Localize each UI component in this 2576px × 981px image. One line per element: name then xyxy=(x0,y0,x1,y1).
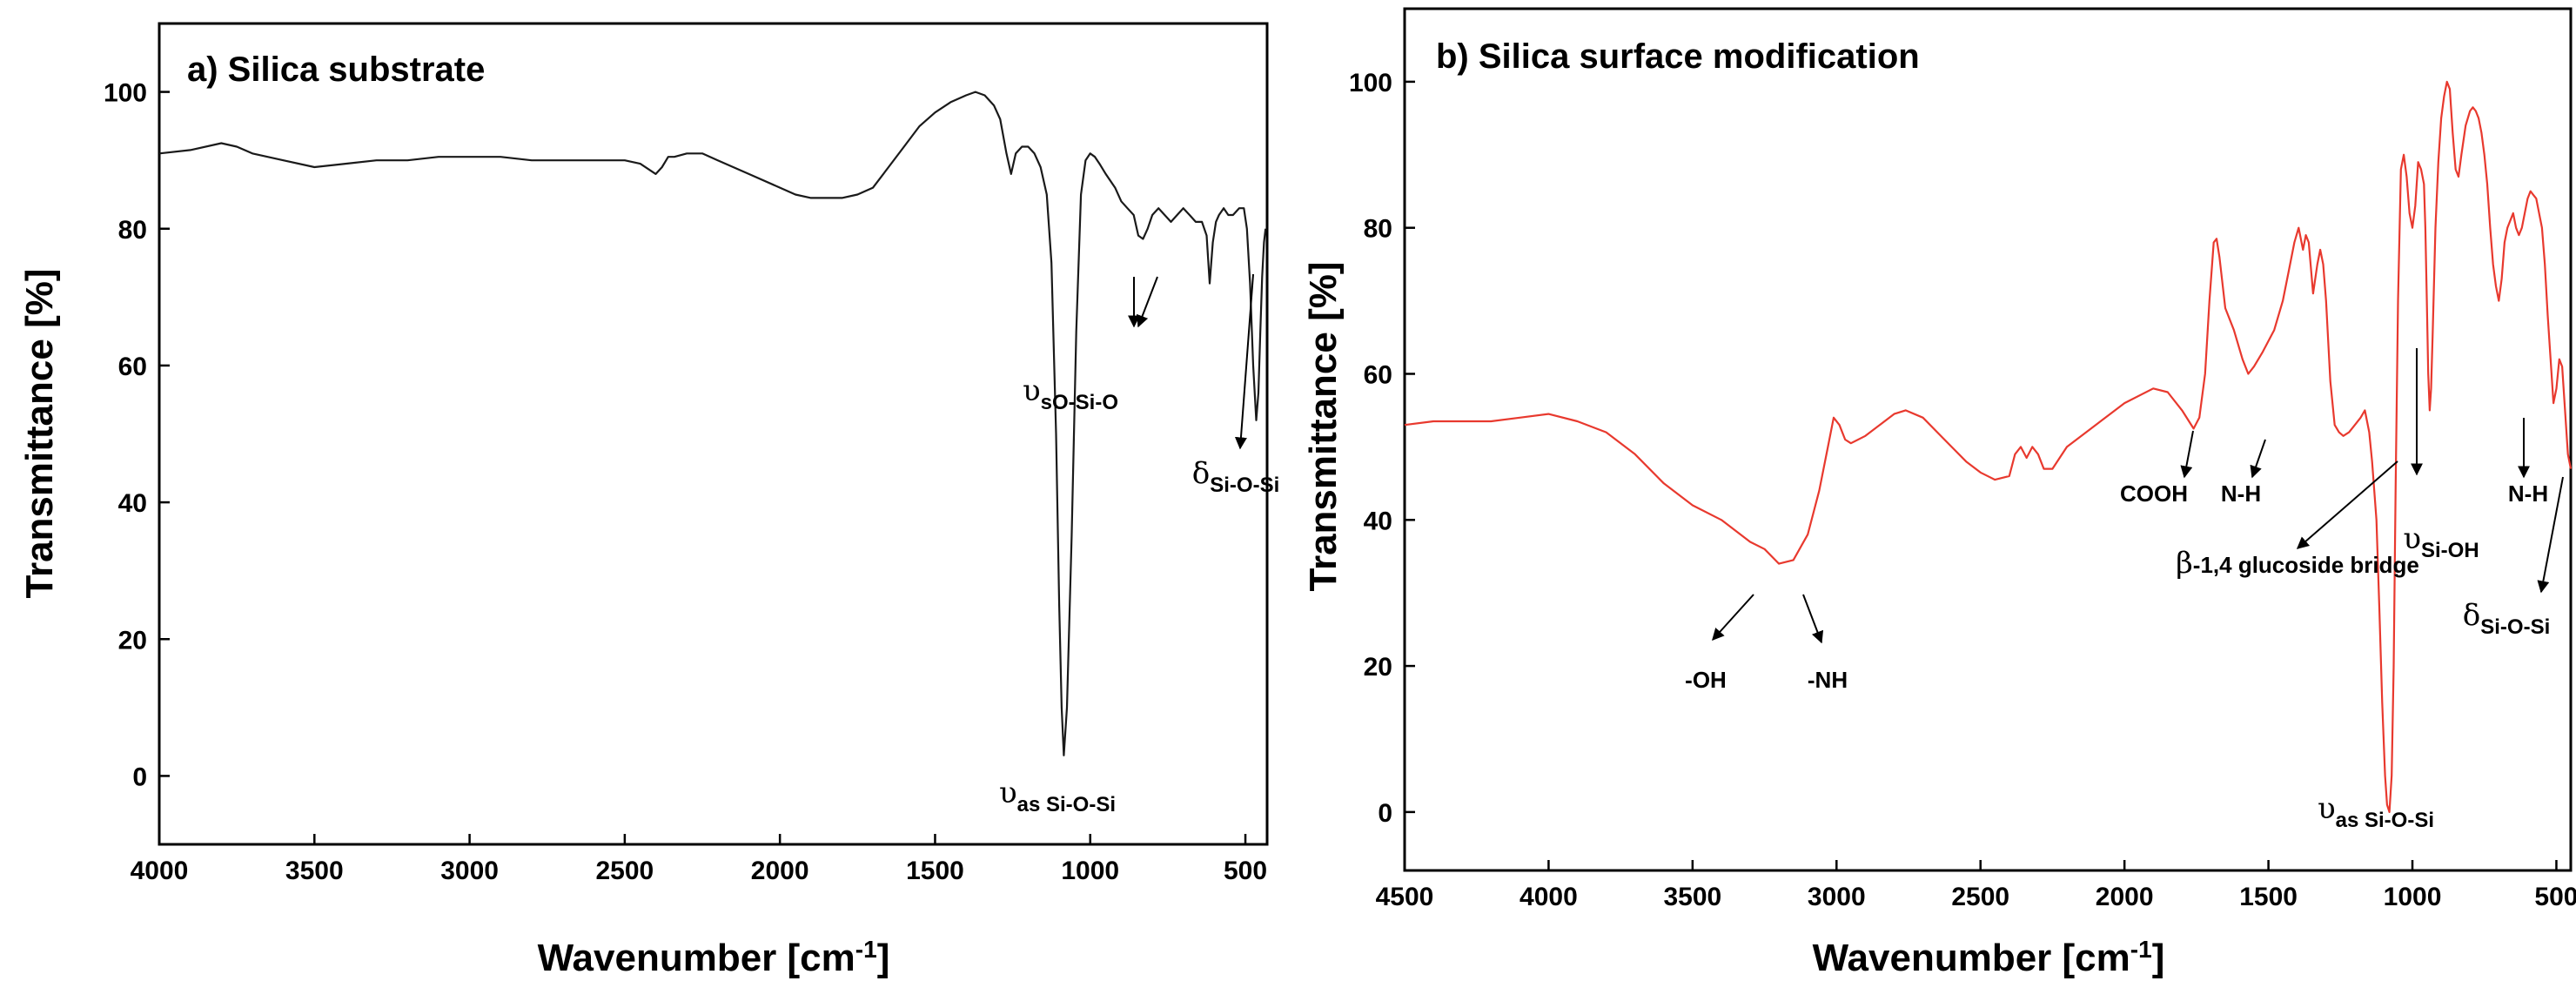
panel-b-arrow-cooh xyxy=(2180,430,2194,479)
panel-a-x-tick-label: 3000 xyxy=(440,857,499,885)
panel-a-x-tick-label: 4000 xyxy=(131,857,189,885)
panel-a-y-tick-label: 80 xyxy=(118,216,147,245)
panel-b-y-axis-title: Transmittance [%] xyxy=(1302,262,1345,592)
panel-b-annotation-oh: -OH xyxy=(1685,594,1754,693)
panel-a-annotation-vas-si-o-si: υas Si-O-Si xyxy=(999,776,1116,816)
panel-b-arrow-delta xyxy=(2537,476,2564,594)
panel-a-y-axis-title: Transmittance [%] xyxy=(18,269,61,599)
panel-b-annotation-nh-2: N-H xyxy=(2508,418,2548,507)
panel-a-y-tick-label: 20 xyxy=(118,626,147,655)
panel-b-plot-frame xyxy=(1403,7,2573,872)
panel-b-annotation-nh-2-label: N-H xyxy=(2508,480,2548,507)
panel-b-annotation-vas-symbol: υ xyxy=(2318,791,2336,826)
panel-a-title: a) Silica substrate xyxy=(187,50,485,89)
panel-a-annotation-vas-symbol: υ xyxy=(999,776,1017,810)
panel-a-annotation-vs-symbol: υ xyxy=(1023,373,1041,408)
panel-b-x-axis-title-main: Wavenumber [cm xyxy=(1813,937,2130,979)
panel-a-plot-frame xyxy=(158,22,1269,846)
panel-b-x-tick-label: 3000 xyxy=(1808,883,1866,911)
panel-b-x-tick-label: 1000 xyxy=(2384,883,2442,911)
svg-text:υsO-Si-O: υsO-Si-O xyxy=(1023,373,1118,414)
panel-b-x-tick-label: 4000 xyxy=(1519,883,1578,911)
panel-b-arrow-glucoside xyxy=(2296,460,2398,549)
panel-b-y-tick-label: 60 xyxy=(1364,360,1392,389)
panel-b-annotation-vas-sub: as Si-O-Si xyxy=(2336,809,2434,832)
svg-text:β-1,4 glucoside bridge: β-1,4 glucoside bridge xyxy=(2176,546,2419,581)
panel-b-ticks: 4500 4000 3500 3000 2500 2000 1500 1000 500 0 20 40… xyxy=(1349,69,2576,911)
panel-a-x-tick-label: 1500 xyxy=(906,857,964,885)
panel-b-silica-surface-modification: 4500 4000 3500 3000 2500 2000 1500 1000 500 0 20 40… xyxy=(1302,7,2576,980)
panel-b-annotation-nh-1-label: N-H xyxy=(2221,480,2261,507)
panel-b-x-tick-label: 2000 xyxy=(2096,883,2154,911)
panel-a-x-axis-title-main: Wavenumber [cm xyxy=(538,937,855,979)
panel-b-annotation-glucoside-prefix: β xyxy=(2176,546,2193,581)
panel-a-annotation-delta-si-o-si: δSi-O-Si xyxy=(1192,273,1280,497)
panel-b-title: b) Silica surface modification xyxy=(1436,37,1920,76)
panel-b-x-tick-label: 3500 xyxy=(1663,883,1721,911)
panel-a-x-tick-label: 2500 xyxy=(595,857,654,885)
panel-b-annotation-nh-label: -NH xyxy=(1808,667,1848,693)
svg-text:υSi-OH: υSi-OH xyxy=(2403,521,2479,562)
svg-text:δSi-O-Si: δSi-O-Si xyxy=(2463,598,2551,639)
panel-a-y-tick-label: 60 xyxy=(118,353,147,381)
panel-b-y-tick-label: 20 xyxy=(1364,653,1392,682)
panel-a-x-axis-title-end: ] xyxy=(877,937,890,979)
panel-b-annotation-delta-symbol: δ xyxy=(2463,598,2480,633)
svg-text:υas Si-O-Si: υas Si-O-Si xyxy=(999,776,1116,816)
panel-b-annotation-glucoside-label: -1,4 glucoside bridge xyxy=(2193,552,2419,578)
panel-b-arrow-nh xyxy=(1802,594,1824,644)
panel-b-annotation-nh-1: N-H xyxy=(2221,439,2266,507)
panel-a-x-tick-label: 1000 xyxy=(1061,857,1119,885)
panel-b-annotation-glucoside: β-1,4 glucoside bridge xyxy=(2176,460,2419,581)
panel-b-y-tick-label: 80 xyxy=(1364,215,1392,244)
panel-a-x-tick-label: 3500 xyxy=(285,857,344,885)
panel-b-arrow-oh xyxy=(1712,594,1754,642)
panel-b-x-tick-label: 4500 xyxy=(1376,883,1434,911)
panel-b-y-tick-label: 100 xyxy=(1349,69,1392,97)
panel-b-x-axis-title-sup: -1 xyxy=(2130,936,2152,963)
svg-text:υas Si-O-Si: υas Si-O-Si xyxy=(2318,791,2434,832)
panel-a-annotation-vas-sub: as Si-O-Si xyxy=(1017,793,1116,816)
panel-a-annotation-delta-sub: Si-O-Si xyxy=(1210,474,1279,497)
panel-b-spectrum-line xyxy=(1404,80,2573,813)
panel-a-annotation-vs-sub: sO-Si-O xyxy=(1041,391,1118,414)
panel-b-annotation-nh: -NH xyxy=(1802,594,1848,693)
panel-b-annotation-delta-si-o-si: δSi-O-Si xyxy=(2463,476,2564,639)
panel-b-annotation-oh-label: -OH xyxy=(1685,667,1727,693)
panel-a-arrow-delta xyxy=(1234,273,1254,450)
panel-b-x-axis-title-end: ] xyxy=(2152,937,2165,979)
panel-b-annotation-cooh: COOH xyxy=(2120,430,2194,507)
panel-b-annotation-vsi-oh-symbol: υ xyxy=(2403,521,2421,556)
panel-a-annotation-vs-o-si-o: υsO-Si-O xyxy=(1023,276,1158,414)
panel-a-silica-substrate: 4000 3500 3000 2500 2000 1500 1000 500 0 20 40 60 80… xyxy=(18,22,1280,980)
panel-b-arrow-nh-1 xyxy=(2250,439,2266,479)
panel-a-annotation-delta-symbol: δ xyxy=(1192,456,1210,491)
panel-a-y-tick-label: 100 xyxy=(104,79,147,108)
panel-a-x-tick-label: 2000 xyxy=(751,857,809,885)
panel-b-x-tick-label: 1500 xyxy=(2239,883,2298,911)
panel-b-x-tick-label: 500 xyxy=(2534,883,2576,911)
svg-text:δSi-O-Si: δSi-O-Si xyxy=(1192,456,1280,497)
panel-b-annotation-delta-sub: Si-O-Si xyxy=(2480,615,2550,639)
panel-a-y-tick-label: 40 xyxy=(118,489,147,518)
panel-b-x-tick-label: 2500 xyxy=(1951,883,2009,911)
panel-a-y-tick-label: 0 xyxy=(132,763,147,791)
panel-a-x-axis-title-sup: -1 xyxy=(855,936,877,963)
panel-a-spectrum-line xyxy=(158,91,1267,756)
panel-b-y-tick-label: 0 xyxy=(1378,799,1392,828)
panel-a-ticks: 4000 3500 3000 2500 2000 1500 1000 500 0 20 40 60 80… xyxy=(104,79,1267,885)
panel-a-arrow-vs-2 xyxy=(1137,276,1158,328)
panel-a-x-axis-title: Wavenumber [cm-1] xyxy=(538,936,890,980)
panel-b-annotation-vas-si-o-si: υas Si-O-Si xyxy=(2318,791,2434,832)
panel-b-annotation-vsi-oh: υSi-OH xyxy=(2403,348,2479,562)
panel-b-x-axis-title: Wavenumber [cm-1] xyxy=(1813,936,2165,980)
panel-b-y-tick-label: 40 xyxy=(1364,507,1392,535)
panel-b-annotation-vsi-oh-sub: Si-OH xyxy=(2421,539,2479,562)
panel-a-x-tick-label: 500 xyxy=(1224,857,1267,885)
panel-b-annotation-cooh-label: COOH xyxy=(2120,480,2188,507)
